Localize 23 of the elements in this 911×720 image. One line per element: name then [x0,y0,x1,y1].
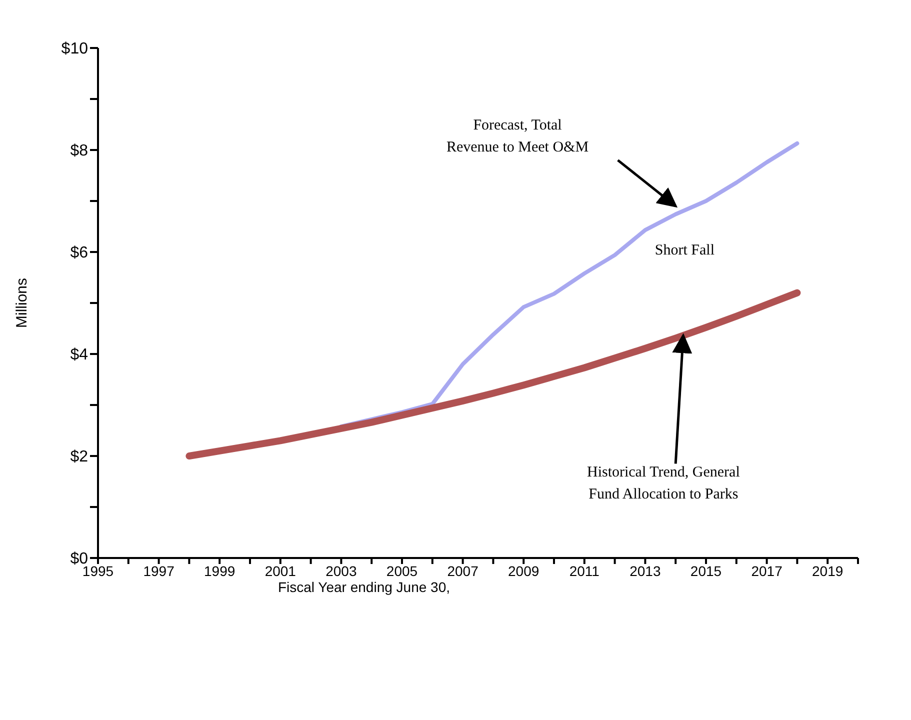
y-axis-title: Millions [14,278,30,328]
x-tick-label: 2003 [326,562,357,579]
x-tick-label: 2001 [264,562,296,579]
x-tick-label: 1999 [204,562,236,579]
x-tick-label: 2009 [508,562,540,579]
x-tick-label: 2005 [386,562,418,579]
x-tick-label: 2013 [630,562,661,579]
y-tick-label: $10 [61,40,88,58]
x-tick-label: 1997 [143,562,175,579]
annotation: Forecast, Total Revenue to Meet O&M [446,118,589,156]
y-tick-label: $8 [70,142,88,160]
annotation: Historical Trend, General Fund Allocation to Parks [586,464,740,502]
y-tick-label: $2 [70,448,88,466]
annotation: Short Fall [654,242,715,259]
x-tick-label: 2011 [569,562,600,579]
x-tick-label: 2015 [690,562,722,579]
y-tick-label: $6 [70,244,88,262]
x-tick-label: 2017 [751,562,783,579]
x-tick-label: 2007 [447,562,479,579]
y-tick-label: $4 [70,346,88,364]
x-tick-label: 2019 [812,562,844,579]
x-axis-title: Fiscal Year ending June 30, [278,579,450,595]
x-tick-label: 1995 [82,562,114,579]
